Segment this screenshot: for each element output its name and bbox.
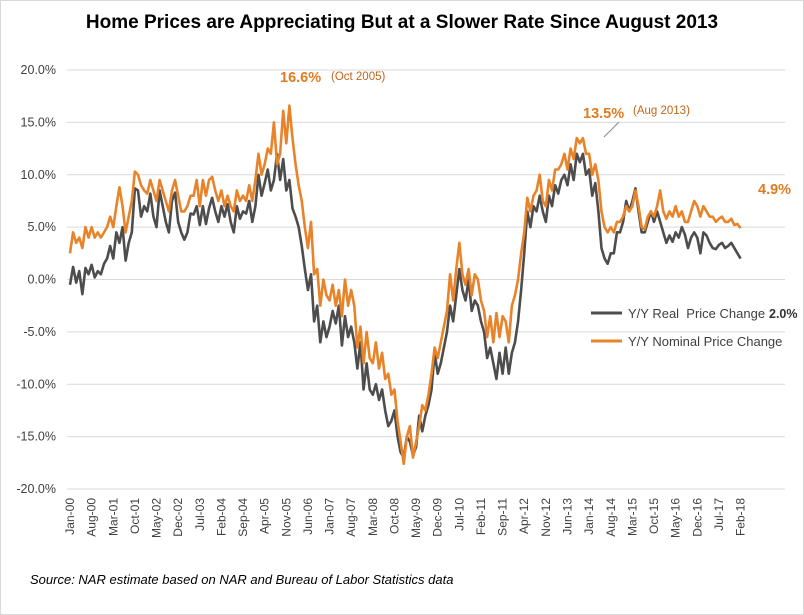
annotation-peak-2013-date: (Aug 2013) xyxy=(633,105,690,117)
x-tick-label: Feb-11 xyxy=(474,498,488,535)
x-tick-label: Jan-14 xyxy=(582,498,596,535)
x-tick-label: Mar-01 xyxy=(106,498,120,536)
y-tick-label: -20.0% xyxy=(16,482,56,496)
annotation-peak-2013-value: 13.5% xyxy=(583,106,624,122)
x-tick-label: Jun-13 xyxy=(560,498,574,535)
y-axis: 20.0% 15.0% 10.0% 5.0% 0.0% -5.0% -10.0% -15.0%… xyxy=(16,63,56,496)
source-note: Source: NAR estimate based on NAR and Bu… xyxy=(30,572,453,587)
x-tick-label: May-09 xyxy=(409,498,423,538)
legend-label-real: Y/Y Real Price Change xyxy=(628,306,765,321)
x-tick-label: Apr-05 xyxy=(258,498,272,534)
legend-label-nominal: Y/Y Nominal Price Change xyxy=(628,334,782,349)
annotation-last-real: 2.0% xyxy=(769,307,798,321)
x-tick-label: Oct-08 xyxy=(387,498,401,534)
x-tick-label: May-02 xyxy=(150,498,164,538)
x-tick-label: Sep-11 xyxy=(496,498,510,536)
x-tick-label: May-16 xyxy=(669,498,683,538)
y-tick-label: 5.0% xyxy=(28,220,57,234)
x-tick-label: Jul-10 xyxy=(452,498,466,531)
x-tick-label: Dec-09 xyxy=(431,498,445,537)
legend: Y/Y Real Price Change Y/Y Nominal Price … xyxy=(591,306,782,349)
x-tick-label: Aug-00 xyxy=(85,498,99,537)
y-tick-label: 0.0% xyxy=(28,273,57,287)
annotation-last-nominal: 4.9% xyxy=(758,182,791,198)
x-tick-label: Mar-08 xyxy=(366,498,380,536)
x-tick-label: Dec-02 xyxy=(171,498,185,537)
x-tick-label: Oct-15 xyxy=(647,498,661,534)
x-tick-label: Jul-03 xyxy=(193,498,207,531)
annotation-leader-line xyxy=(603,121,620,138)
x-tick-label: Nov-05 xyxy=(279,498,293,537)
series-line-nominal xyxy=(68,104,742,466)
x-tick-label: Sep-04 xyxy=(236,498,250,537)
x-tick-label: Oct-01 xyxy=(128,498,142,534)
x-tick-label: Nov-12 xyxy=(539,498,553,537)
y-tick-label: -15.0% xyxy=(16,430,56,444)
x-tick-label: Feb-04 xyxy=(214,498,228,536)
series-lines xyxy=(68,104,742,466)
x-tick-label: Feb-18 xyxy=(734,498,748,536)
y-tick-label: 20.0% xyxy=(21,63,56,77)
x-tick-label: Jul-17 xyxy=(712,498,726,531)
x-tick-label: Apr-12 xyxy=(517,498,531,534)
annotation-peak-2005-value: 16.6% xyxy=(280,70,321,86)
x-tick-label: Aug-14 xyxy=(604,498,618,537)
chart-title: Home Prices are Appreciating But at a Sl… xyxy=(86,12,718,33)
x-tick-label: Dec-16 xyxy=(690,498,704,537)
y-tick-label: -5.0% xyxy=(23,325,56,339)
y-tick-label: 10.0% xyxy=(21,168,56,182)
x-tick-label: Jun-06 xyxy=(301,498,315,535)
y-tick-label: -10.0% xyxy=(16,377,56,391)
x-tick-label: Mar-15 xyxy=(625,498,639,536)
annotation-peak-2005-date: (Oct 2005) xyxy=(331,71,385,83)
grid-lines xyxy=(67,69,785,490)
x-tick-label: Jan-07 xyxy=(323,498,337,535)
y-tick-label: 15.0% xyxy=(21,115,56,129)
x-axis: Jan-00 Aug-00 Mar-01 Oct-01 May-02 Dec-02 Jul-… xyxy=(63,498,748,538)
x-tick-label: Aug-07 xyxy=(344,498,358,537)
x-tick-label: Jan-00 xyxy=(63,498,77,535)
